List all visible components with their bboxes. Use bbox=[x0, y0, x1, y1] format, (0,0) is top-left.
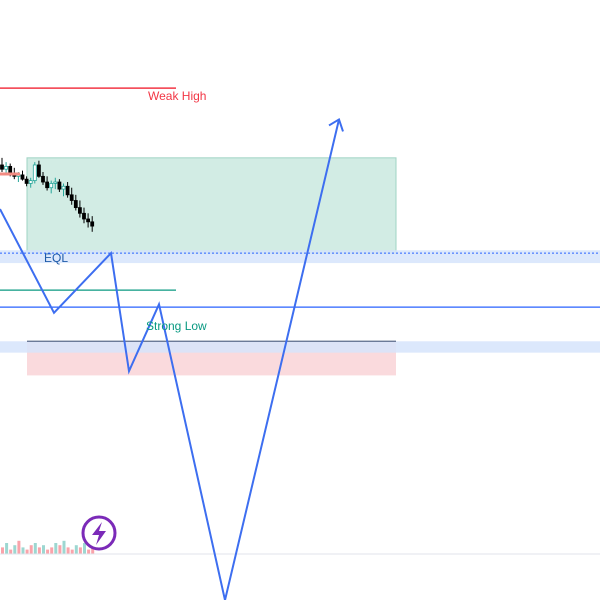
lightning-bolt-icon[interactable] bbox=[81, 515, 117, 551]
candle-body bbox=[37, 164, 41, 177]
arrow-head-icon bbox=[328, 117, 344, 132]
candles-group bbox=[0, 157, 95, 232]
projected-path[interactable] bbox=[0, 119, 340, 600]
candle-body bbox=[41, 175, 45, 183]
demand-band-upper bbox=[0, 250, 600, 264]
volume-bar bbox=[46, 549, 50, 554]
volume-bar bbox=[25, 549, 29, 554]
candle-body bbox=[32, 164, 37, 181]
candle-body bbox=[20, 174, 25, 180]
volume-bar bbox=[21, 547, 25, 554]
volume-bar bbox=[29, 545, 33, 554]
candle-body bbox=[24, 178, 29, 184]
candle-body bbox=[69, 194, 74, 201]
demand-band-lower bbox=[0, 341, 600, 353]
swing-marker bbox=[0, 172, 20, 176]
candle-body bbox=[49, 183, 54, 189]
volume-bar bbox=[66, 547, 70, 554]
volume-bar bbox=[83, 543, 86, 554]
candle-body bbox=[45, 181, 49, 189]
volume-bar bbox=[58, 545, 62, 554]
candle-body bbox=[8, 165, 13, 174]
candle-body bbox=[61, 185, 66, 190]
candle-body bbox=[90, 221, 95, 227]
candle-body bbox=[78, 207, 82, 214]
volume-bar bbox=[54, 543, 58, 554]
candle-body bbox=[82, 212, 86, 220]
volume-bar bbox=[33, 543, 37, 554]
strong-low-label: Strong Low bbox=[146, 319, 207, 333]
volume-bar bbox=[62, 540, 66, 554]
volume-bar bbox=[9, 549, 13, 554]
volume-bar bbox=[17, 540, 21, 554]
volume-bar bbox=[37, 547, 41, 554]
volume-bar bbox=[42, 545, 45, 554]
volume-bar bbox=[91, 547, 95, 554]
candle-body bbox=[86, 218, 90, 223]
volume-bar bbox=[70, 549, 74, 554]
candle-body bbox=[28, 180, 33, 184]
volume-bar bbox=[5, 543, 9, 554]
volume-bar bbox=[50, 547, 54, 554]
volume-bar bbox=[13, 545, 17, 554]
volume-bar bbox=[74, 545, 78, 554]
candle-body bbox=[73, 200, 78, 209]
candle-body bbox=[4, 165, 8, 170]
candle-body bbox=[53, 181, 58, 184]
volume-group bbox=[1, 540, 95, 554]
eql-label: EQL bbox=[44, 251, 68, 265]
candle-body bbox=[0, 164, 4, 170]
volume-bar bbox=[87, 549, 91, 554]
candle-body bbox=[57, 181, 62, 190]
volume-bar bbox=[78, 547, 82, 554]
volume-bar bbox=[1, 547, 4, 554]
candle-body bbox=[65, 185, 70, 196]
weak-high-label: Weak High bbox=[148, 89, 206, 103]
target-zone bbox=[26, 157, 397, 254]
